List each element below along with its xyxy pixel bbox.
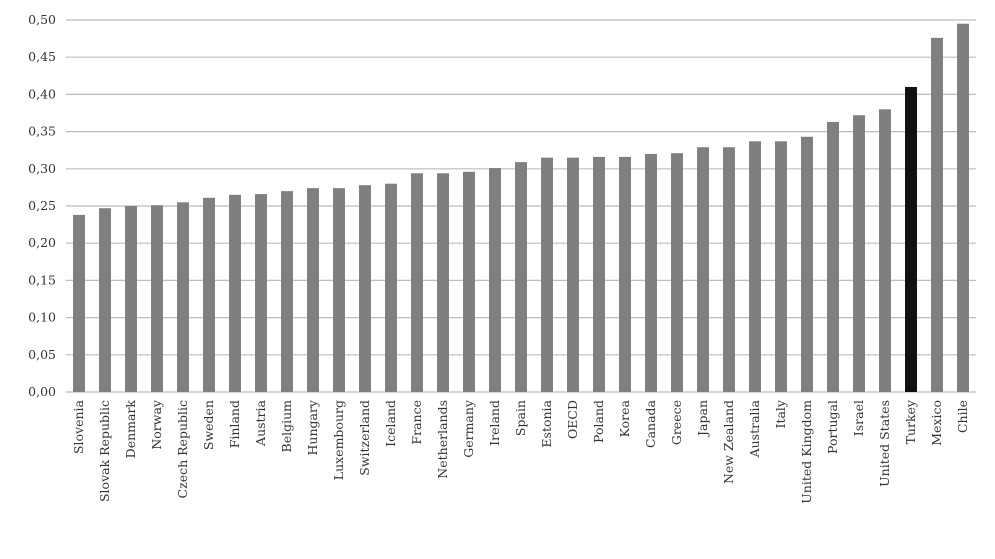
x-tick-label: Netherlands	[435, 400, 450, 479]
bar	[385, 183, 397, 392]
x-tick-label: Portugal	[825, 400, 840, 454]
bar	[697, 147, 709, 392]
bar	[879, 109, 891, 392]
x-tick-label: Greece	[669, 400, 684, 445]
x-tick-label: Finland	[227, 400, 242, 448]
x-tick-label: New Zealand	[721, 400, 736, 484]
bar	[489, 168, 501, 392]
x-tick-label: Estonia	[539, 399, 554, 447]
bar	[255, 194, 267, 392]
bar	[463, 171, 475, 392]
bar	[73, 214, 85, 392]
bar	[437, 173, 449, 392]
bar	[749, 141, 761, 392]
x-tick-label: Chile	[955, 400, 970, 433]
bar	[515, 162, 527, 392]
x-tick-label: Austria	[253, 399, 268, 446]
bar	[827, 121, 839, 392]
bar	[411, 173, 423, 392]
x-tick-label: Norway	[149, 399, 164, 450]
x-tick-label: Switzerland	[357, 400, 372, 476]
x-tick-label: Germany	[461, 399, 476, 458]
x-tick-label: Iceland	[383, 400, 398, 447]
x-tick-label: France	[409, 400, 424, 445]
bar	[931, 37, 943, 393]
x-tick-label: Australia	[747, 399, 762, 458]
bar	[177, 202, 189, 392]
x-tick-label: Italy	[773, 399, 788, 428]
x-tick-label: Israel	[851, 400, 866, 436]
bar	[229, 194, 241, 392]
bar	[359, 185, 371, 392]
x-tick-label: Slovak Republic	[97, 400, 112, 502]
y-tick-label: 0,35	[28, 124, 56, 139]
y-tick-label: 0,20	[28, 235, 56, 250]
x-tick-label: United States	[877, 400, 892, 487]
x-tick-label: Hungary	[305, 399, 320, 455]
x-tick-label: OECD	[565, 400, 580, 439]
bar	[775, 141, 787, 392]
x-tick-label: Mexico	[929, 400, 944, 446]
bar	[957, 23, 969, 392]
bar	[99, 208, 111, 392]
bar	[541, 157, 553, 392]
x-tick-label: Ireland	[487, 400, 502, 446]
y-tick-label: 0,15	[28, 272, 56, 287]
bar	[905, 86, 917, 393]
x-tick-label: Spain	[513, 400, 528, 436]
bar	[203, 197, 215, 392]
x-tick-label: United Kingdom	[799, 400, 814, 504]
y-tick-label: 0,30	[28, 161, 56, 176]
x-tick-label: Belgium	[279, 400, 294, 453]
bar	[671, 153, 683, 392]
bar	[333, 188, 345, 392]
x-tick-label: Czech Republic	[175, 400, 190, 498]
bar	[125, 206, 137, 392]
bar	[723, 147, 735, 392]
x-tick-label: Sweden	[201, 400, 216, 450]
x-tick-label: Korea	[617, 399, 632, 437]
x-tick-label: Poland	[591, 400, 606, 443]
bar	[853, 115, 865, 393]
x-tick-label: Denmark	[123, 400, 138, 459]
x-tick-label: Luxembourg	[331, 400, 346, 480]
y-tick-label: 0,00	[28, 384, 56, 399]
bar	[645, 153, 657, 392]
x-tick-label: Slovenia	[71, 399, 86, 454]
y-tick-label: 0,05	[28, 347, 56, 362]
bar	[619, 156, 631, 392]
y-tick-label: 0,45	[28, 49, 56, 64]
y-tick-label: 0,25	[28, 198, 56, 213]
bar	[593, 156, 605, 392]
bar	[801, 136, 813, 392]
bar	[567, 157, 579, 392]
y-tick-label: 0,50	[28, 12, 56, 27]
bar	[307, 188, 319, 392]
x-tick-label: Turkey	[903, 399, 918, 444]
y-tick-label: 0,40	[28, 86, 56, 101]
x-tick-label: Canada	[643, 399, 658, 448]
bar	[281, 191, 293, 392]
x-tick-label: Japan	[695, 400, 710, 438]
bar	[151, 205, 163, 392]
y-tick-label: 0,10	[28, 310, 56, 325]
